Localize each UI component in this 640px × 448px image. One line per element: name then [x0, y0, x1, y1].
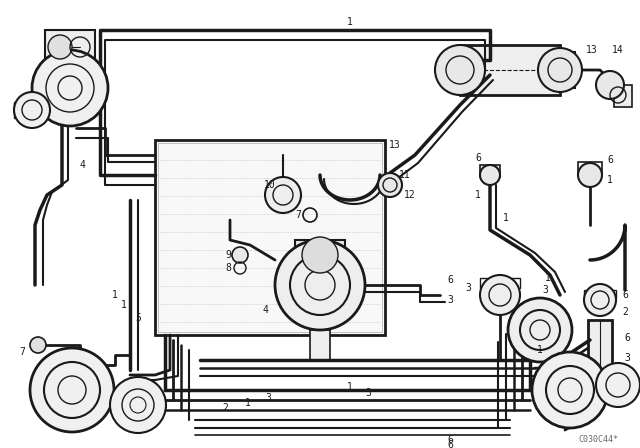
Circle shape — [480, 165, 500, 185]
Text: 10: 10 — [264, 180, 276, 190]
Bar — [555, 52, 575, 88]
Text: 3: 3 — [624, 353, 630, 363]
Text: 7: 7 — [295, 210, 301, 220]
Circle shape — [30, 348, 114, 432]
Bar — [584, 290, 616, 298]
Circle shape — [378, 173, 402, 197]
Text: 1: 1 — [545, 273, 551, 283]
Bar — [460, 45, 560, 95]
Circle shape — [435, 45, 485, 95]
Circle shape — [538, 48, 582, 92]
Text: 6: 6 — [447, 440, 453, 448]
Bar — [614, 85, 632, 107]
Bar — [155, 140, 385, 335]
Text: 4: 4 — [79, 160, 85, 170]
Text: 1: 1 — [503, 213, 509, 223]
Text: 12: 12 — [404, 190, 416, 200]
Bar — [295, 240, 345, 270]
Text: 3: 3 — [265, 393, 271, 403]
Bar — [578, 162, 602, 174]
Text: 1: 1 — [121, 300, 127, 310]
Circle shape — [596, 71, 624, 99]
Bar — [310, 330, 330, 360]
Text: 6: 6 — [624, 333, 630, 343]
Bar — [588, 320, 612, 370]
Text: 9: 9 — [225, 250, 231, 260]
Circle shape — [14, 92, 50, 128]
Text: 4: 4 — [262, 305, 268, 315]
Circle shape — [578, 163, 602, 187]
Text: 1: 1 — [245, 398, 251, 408]
Text: 7: 7 — [19, 347, 25, 357]
Text: 1: 1 — [347, 17, 353, 27]
Circle shape — [110, 377, 166, 433]
Text: 6: 6 — [475, 153, 481, 163]
Circle shape — [32, 50, 108, 126]
Text: 1: 1 — [347, 382, 353, 392]
Text: 2: 2 — [222, 403, 228, 413]
Bar — [158, 143, 382, 332]
Bar — [480, 165, 500, 177]
Text: 13: 13 — [389, 140, 401, 150]
Text: 3: 3 — [542, 285, 548, 295]
Text: 1: 1 — [537, 345, 543, 355]
Text: 3: 3 — [447, 295, 453, 305]
Text: 6: 6 — [447, 275, 453, 285]
Text: 3: 3 — [465, 283, 471, 293]
Text: 5: 5 — [135, 313, 141, 323]
Text: 1: 1 — [607, 175, 613, 185]
Text: 11: 11 — [399, 170, 411, 180]
Circle shape — [584, 284, 616, 316]
Circle shape — [596, 363, 640, 407]
Circle shape — [302, 237, 338, 273]
Bar — [45, 30, 95, 65]
Circle shape — [532, 352, 608, 428]
Circle shape — [30, 337, 46, 353]
Circle shape — [232, 247, 248, 263]
Circle shape — [265, 177, 301, 213]
Text: 1: 1 — [112, 290, 118, 300]
Text: 8: 8 — [225, 263, 231, 273]
Circle shape — [480, 275, 520, 315]
Text: 13: 13 — [586, 45, 598, 55]
Bar — [14, 102, 50, 118]
Text: 3: 3 — [365, 388, 371, 398]
Text: 6: 6 — [622, 290, 628, 300]
Bar — [480, 278, 520, 288]
Text: 6: 6 — [607, 155, 613, 165]
Text: 14: 14 — [612, 45, 624, 55]
Text: 1: 1 — [475, 190, 481, 200]
Circle shape — [275, 240, 365, 330]
Circle shape — [48, 35, 72, 59]
Text: C030C44*: C030C44* — [578, 435, 618, 444]
Text: 6: 6 — [447, 435, 453, 445]
Circle shape — [508, 298, 572, 362]
Text: 2: 2 — [622, 307, 628, 317]
